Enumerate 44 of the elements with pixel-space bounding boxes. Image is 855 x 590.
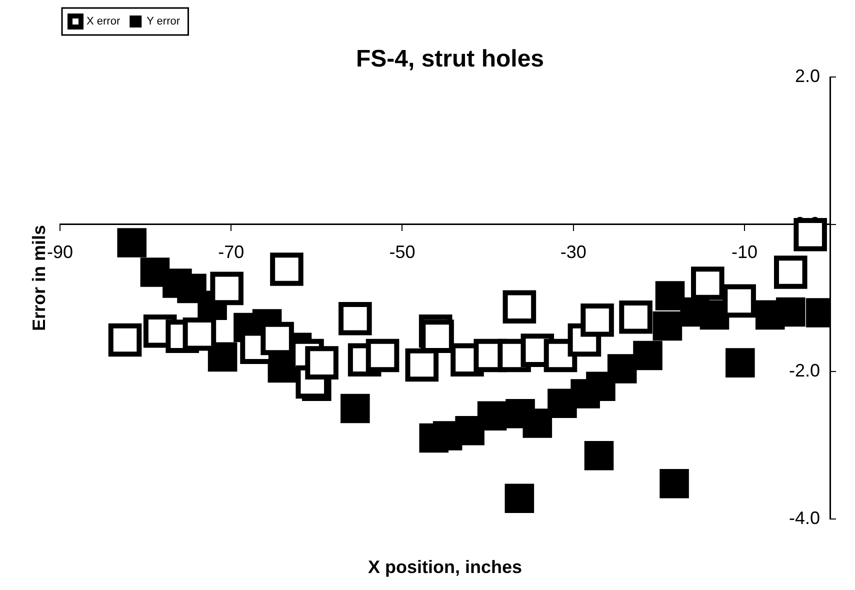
- point: [208, 342, 238, 372]
- point: [522, 408, 552, 438]
- point: [182, 317, 216, 351]
- legend-label: Y error: [146, 16, 180, 28]
- x-tick-label: -10: [731, 242, 758, 262]
- chart-title: FS-4, strut holes: [356, 46, 544, 73]
- legend-label: X error: [86, 16, 120, 28]
- y-tick-label: -4.0: [788, 508, 820, 528]
- x-tick-label: -50: [389, 242, 416, 262]
- point: [774, 256, 808, 289]
- point: [420, 320, 454, 353]
- point: [794, 218, 827, 252]
- point: [305, 346, 338, 380]
- point: [502, 290, 536, 324]
- point: [477, 401, 507, 431]
- point: [776, 297, 806, 327]
- x-tick-label: -90: [46, 242, 74, 262]
- point: [504, 484, 534, 514]
- y-tick-label: 2.0: [794, 66, 820, 86]
- point: [619, 300, 652, 334]
- point: [660, 469, 689, 498]
- point: [580, 303, 614, 337]
- point: [607, 354, 637, 384]
- point: [652, 311, 682, 341]
- point: [260, 322, 294, 356]
- point: [338, 302, 372, 336]
- point: [584, 441, 614, 470]
- point: [340, 394, 370, 424]
- x-tick-label: -30: [560, 242, 586, 262]
- point: [210, 272, 244, 306]
- x-axis-title: X position, inches: [368, 556, 522, 577]
- y-tick-label: -2.0: [788, 360, 820, 381]
- point: [117, 228, 147, 258]
- point: [108, 323, 142, 357]
- point: [270, 252, 304, 286]
- y-axis-title: Error in mils: [28, 224, 49, 332]
- point: [726, 348, 755, 378]
- point: [691, 266, 724, 300]
- point: [405, 348, 439, 382]
- point: [366, 338, 400, 372]
- point: [633, 340, 662, 370]
- point: [722, 284, 756, 318]
- point: [655, 281, 685, 310]
- x-tick-label: -70: [218, 242, 244, 262]
